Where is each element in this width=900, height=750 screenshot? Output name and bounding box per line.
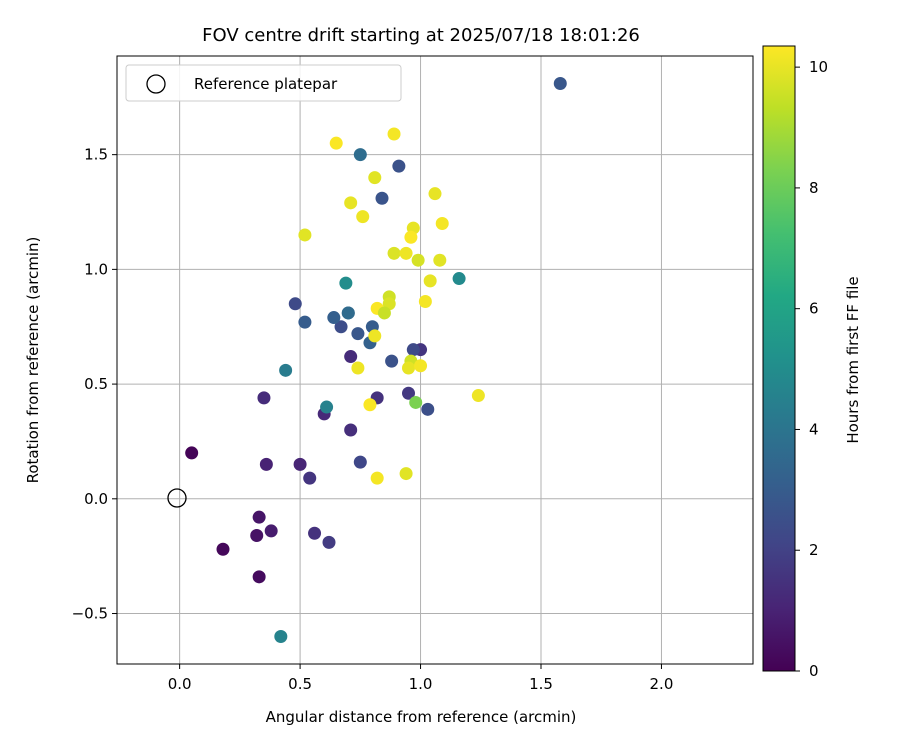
colorbar-tick-label: 6 xyxy=(809,300,819,318)
data-point xyxy=(252,510,266,524)
data-point xyxy=(452,272,466,286)
colorbar-tick-label: 2 xyxy=(809,541,819,559)
colorbar-tick-label: 0 xyxy=(809,662,819,680)
colorbar-label: Hours from first FF file xyxy=(844,276,862,443)
data-point xyxy=(279,363,293,377)
data-point xyxy=(344,196,358,210)
data-point xyxy=(185,446,199,460)
data-point xyxy=(435,216,449,230)
x-tick-label: 1.5 xyxy=(529,675,553,693)
data-point xyxy=(423,274,437,288)
data-point xyxy=(399,246,413,260)
x-axis-ticks: 0.0 0.5 1.0 1.5 2.0 xyxy=(168,664,674,693)
data-point xyxy=(363,398,377,412)
data-point xyxy=(418,294,432,308)
x-axis-label: Angular distance from reference (arcmin) xyxy=(266,708,577,726)
data-point xyxy=(421,402,435,416)
y-tick-label: 1.0 xyxy=(84,260,108,278)
data-point xyxy=(404,230,418,244)
data-point xyxy=(293,457,307,471)
colorbar xyxy=(762,45,796,672)
data-point xyxy=(339,276,353,290)
y-tick-label: 1.5 xyxy=(84,146,108,164)
data-point xyxy=(298,315,312,329)
data-point xyxy=(375,191,389,205)
data-point xyxy=(428,187,442,201)
reference-marker xyxy=(167,488,187,508)
data-point xyxy=(341,306,355,320)
data-point xyxy=(216,542,230,556)
data-point xyxy=(329,136,343,150)
data-point xyxy=(433,253,447,267)
colorbar-ticks: 0 2 4 6 8 10 xyxy=(795,58,828,680)
x-tick-label: 2.0 xyxy=(650,675,674,693)
data-point xyxy=(334,320,348,334)
data-point xyxy=(368,329,382,343)
data-point xyxy=(414,359,428,373)
y-tick-label: −0.5 xyxy=(72,605,108,623)
data-point xyxy=(385,354,399,368)
legend-box xyxy=(125,64,402,102)
data-point xyxy=(344,350,358,364)
data-point xyxy=(351,361,365,375)
data-point xyxy=(387,127,401,141)
grid-lines xyxy=(117,56,753,664)
data-point xyxy=(353,455,367,469)
data-point xyxy=(553,77,567,91)
data-point xyxy=(356,210,370,224)
data-point xyxy=(320,400,334,414)
data-point xyxy=(322,535,336,549)
data-points xyxy=(185,77,567,643)
y-axis-label: Rotation from reference (arcmin) xyxy=(24,237,42,484)
y-tick-label: 0.0 xyxy=(84,490,108,508)
chart-title: FOV centre drift starting at 2025/07/18 … xyxy=(202,25,640,46)
data-point xyxy=(259,457,273,471)
data-point xyxy=(264,524,278,538)
data-point xyxy=(351,327,365,341)
data-point xyxy=(471,389,485,403)
colorbar-tick-label: 4 xyxy=(809,420,819,438)
data-point xyxy=(377,306,391,320)
data-point xyxy=(370,471,384,485)
data-point xyxy=(252,570,266,584)
data-point xyxy=(402,386,415,400)
data-point xyxy=(303,471,317,485)
data-point xyxy=(402,361,415,375)
data-point xyxy=(257,391,271,405)
x-tick-label: 0.0 xyxy=(168,675,192,693)
data-point xyxy=(250,529,264,543)
x-tick-label: 0.5 xyxy=(288,675,312,693)
data-point xyxy=(411,253,425,267)
data-point xyxy=(392,159,406,173)
data-point xyxy=(353,148,367,162)
legend: Reference platepar xyxy=(125,64,402,102)
data-point xyxy=(288,297,302,311)
data-point xyxy=(298,228,312,242)
colorbar-tick-label: 8 xyxy=(809,179,819,197)
y-tick-label: 0.5 xyxy=(84,375,108,393)
y-axis-ticks: −0.5 0.0 0.5 1.0 1.5 xyxy=(72,146,117,623)
data-point xyxy=(387,246,401,260)
plot-frame xyxy=(116,55,754,665)
legend-reference-marker xyxy=(146,74,166,94)
data-point xyxy=(344,423,358,437)
colorbar-tick-label: 10 xyxy=(809,58,828,76)
data-point xyxy=(308,526,322,540)
data-point xyxy=(368,171,382,185)
data-point xyxy=(399,467,413,481)
data-point xyxy=(274,629,288,643)
data-point xyxy=(406,343,420,357)
data-point xyxy=(409,395,423,409)
data-point xyxy=(327,311,341,325)
x-tick-label: 1.0 xyxy=(409,675,433,693)
legend-entry-reference: Reference platepar xyxy=(194,75,338,93)
